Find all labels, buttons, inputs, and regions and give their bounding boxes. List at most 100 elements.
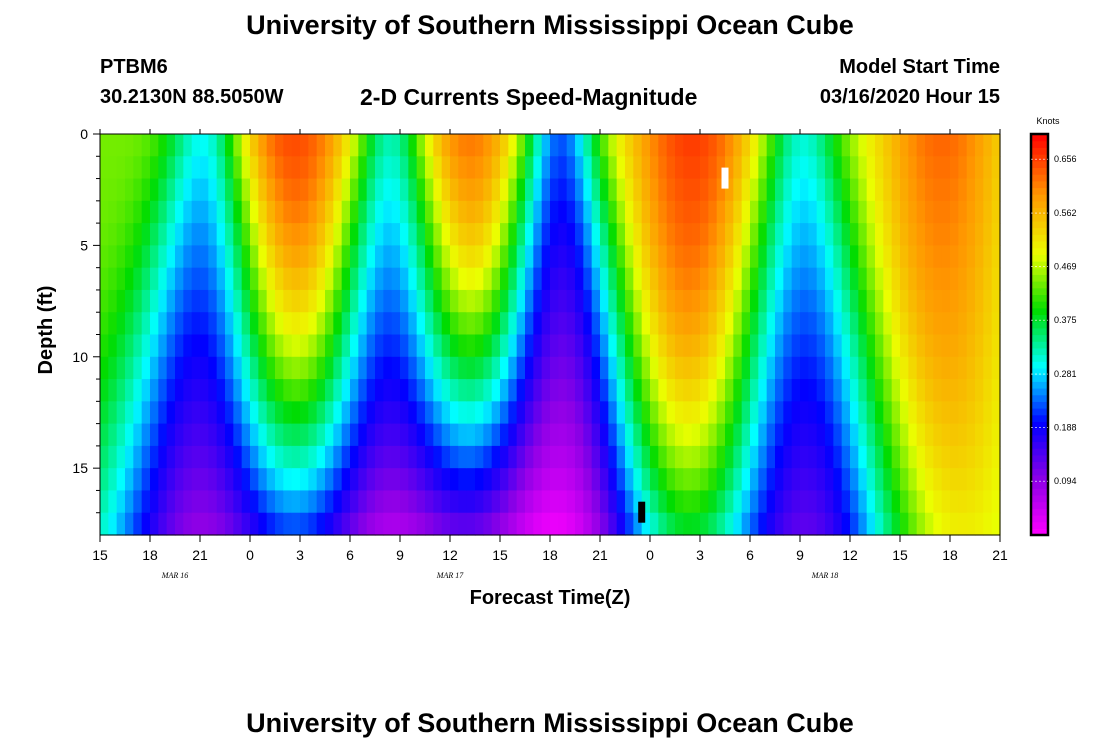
heatmap-cell bbox=[800, 468, 809, 492]
heatmap-cell bbox=[275, 223, 284, 246]
heatmap-cell bbox=[766, 401, 776, 425]
heatmap-cell bbox=[266, 245, 276, 269]
heatmap-cell bbox=[891, 490, 901, 514]
heatmap-cell bbox=[216, 156, 226, 180]
heatmap-cell bbox=[258, 512, 268, 536]
heatmap-cell bbox=[275, 490, 284, 514]
heatmap-cell bbox=[133, 200, 143, 224]
heatmap-cell bbox=[183, 490, 193, 514]
heatmap-cell bbox=[608, 289, 618, 313]
heatmap-cell bbox=[933, 289, 943, 313]
heatmap-cell bbox=[625, 223, 634, 246]
heatmap-cell bbox=[991, 334, 1001, 358]
heatmap-cell bbox=[125, 223, 134, 246]
heatmap-cell bbox=[841, 134, 851, 157]
heatmap-cell bbox=[900, 245, 909, 269]
heatmap-cell bbox=[100, 445, 109, 469]
heatmap-cell bbox=[408, 379, 418, 402]
heatmap-cell bbox=[266, 423, 276, 447]
heatmap-cell bbox=[333, 178, 343, 202]
heatmap-cell bbox=[816, 312, 826, 336]
heatmap-cell bbox=[833, 200, 843, 224]
heatmap-cell bbox=[541, 267, 551, 291]
heatmap-cell bbox=[400, 134, 409, 157]
heatmap-cell bbox=[950, 490, 959, 514]
heatmap-cell bbox=[791, 512, 801, 536]
heatmap-cell bbox=[800, 245, 809, 269]
heatmap-cell bbox=[716, 134, 726, 157]
heatmap-cell bbox=[250, 178, 259, 202]
heatmap-cell bbox=[525, 200, 534, 224]
x-tick-label: 21 bbox=[592, 547, 608, 563]
heatmap-cell bbox=[575, 334, 584, 358]
heatmap-cell bbox=[333, 134, 343, 157]
heatmap-cell bbox=[533, 423, 543, 447]
heatmap-cell bbox=[325, 423, 334, 447]
heatmap-cell bbox=[225, 223, 234, 246]
heatmap-cell bbox=[566, 423, 576, 447]
heatmap-cell bbox=[775, 134, 784, 157]
heatmap-cell bbox=[891, 445, 901, 469]
heatmap-cell bbox=[816, 490, 826, 514]
heatmap-cell bbox=[716, 490, 726, 514]
heatmap-cell bbox=[108, 468, 118, 492]
heatmap-cell bbox=[400, 401, 409, 425]
heatmap-cell bbox=[125, 468, 134, 492]
heatmap-cell bbox=[500, 379, 509, 402]
colorbar-band bbox=[1031, 374, 1048, 382]
heatmap-cell bbox=[125, 334, 134, 358]
heatmap-cell bbox=[116, 200, 126, 224]
heatmap-cell bbox=[400, 490, 409, 514]
heatmap-cell bbox=[958, 490, 968, 514]
colorbar-band bbox=[1031, 448, 1048, 456]
heatmap-cell bbox=[958, 379, 968, 402]
heatmap-cell bbox=[158, 445, 168, 469]
heatmap-cell bbox=[525, 312, 534, 336]
heatmap-cell bbox=[766, 490, 776, 514]
heatmap-cell bbox=[725, 245, 734, 269]
heatmap-cell bbox=[341, 289, 351, 313]
heatmap-cell bbox=[225, 379, 234, 402]
heatmap-cell bbox=[775, 468, 784, 492]
heatmap-cell bbox=[741, 490, 751, 514]
heatmap-cell bbox=[516, 401, 526, 425]
heatmap-cell bbox=[558, 312, 568, 336]
heatmap-cell bbox=[233, 134, 243, 157]
heatmap-cell bbox=[183, 178, 193, 202]
heatmap-cell bbox=[850, 312, 859, 336]
heatmap-cell bbox=[900, 178, 909, 202]
heatmap-cell bbox=[516, 223, 526, 246]
heatmap-cell bbox=[808, 245, 818, 269]
heatmap-cell bbox=[208, 334, 218, 358]
heatmap-cell bbox=[458, 267, 468, 291]
heatmap-cell bbox=[158, 223, 168, 246]
heatmap-cell bbox=[116, 223, 126, 246]
heatmap-cell bbox=[983, 423, 993, 447]
heatmap-cell bbox=[700, 512, 709, 536]
heatmap-cell bbox=[358, 445, 368, 469]
heatmap-cell bbox=[816, 334, 826, 358]
heatmap-cell bbox=[883, 423, 893, 447]
chart-title: 2-D Currents Speed-Magnitude bbox=[360, 84, 698, 110]
heatmap-cell bbox=[700, 356, 709, 380]
heatmap-cell bbox=[733, 289, 743, 313]
heatmap-cell bbox=[100, 134, 109, 157]
heatmap-cell bbox=[808, 200, 818, 224]
heatmap-cell bbox=[458, 156, 468, 180]
heatmap-cell bbox=[658, 134, 668, 157]
heatmap-cell bbox=[891, 289, 901, 313]
heatmap-cell bbox=[975, 200, 984, 224]
heatmap-cell bbox=[525, 512, 534, 536]
heatmap-cell bbox=[150, 490, 159, 514]
heatmap-cell bbox=[400, 512, 409, 536]
heatmap-cell bbox=[441, 356, 451, 380]
heatmap-cell bbox=[550, 401, 559, 425]
heatmap-cell bbox=[858, 200, 868, 224]
heatmap-cell bbox=[708, 512, 718, 536]
heatmap-cell bbox=[450, 312, 459, 336]
heatmap-cell bbox=[566, 379, 576, 402]
colorbar-band bbox=[1031, 341, 1048, 349]
heatmap-cell bbox=[683, 356, 693, 380]
heatmap-cell bbox=[841, 468, 851, 492]
heatmap-cell bbox=[200, 245, 209, 269]
